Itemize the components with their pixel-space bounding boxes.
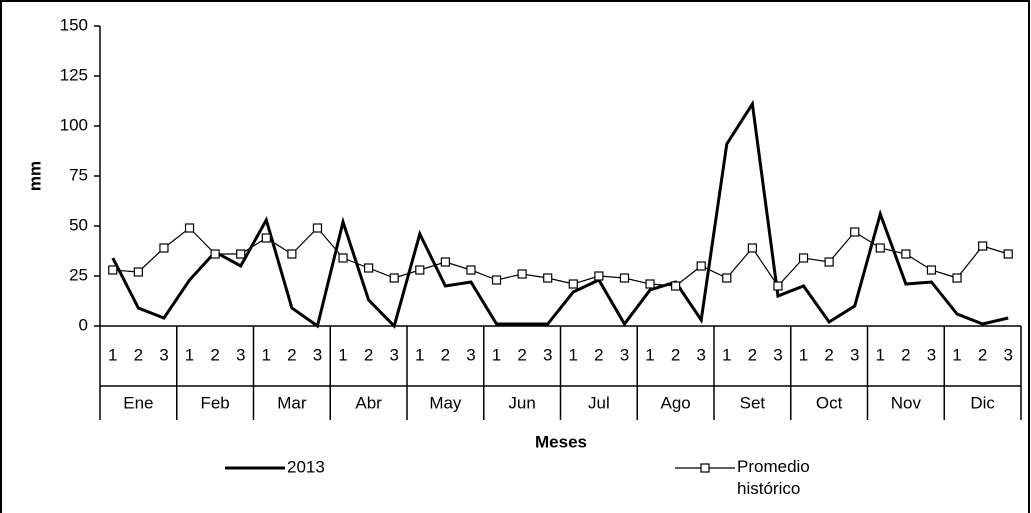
marker xyxy=(236,249,246,259)
x-tick-label: 3 xyxy=(389,345,398,364)
x-tick-label: 1 xyxy=(262,345,271,364)
series-line xyxy=(111,99,1009,329)
x-tick-label: 3 xyxy=(313,345,322,364)
x-tick-label: 1 xyxy=(185,345,194,364)
marker xyxy=(696,261,706,271)
x-tick-label: 3 xyxy=(1003,345,1012,364)
marker xyxy=(338,253,348,263)
marker xyxy=(1003,249,1013,259)
group-label: Abr xyxy=(355,393,382,412)
x-tick-label: 2 xyxy=(748,345,757,364)
x-tick-label: 2 xyxy=(364,345,373,364)
marker xyxy=(261,233,271,243)
marker xyxy=(491,275,502,285)
x-tick-label: 3 xyxy=(773,345,782,364)
group-label: May xyxy=(429,393,462,412)
group-label: Feb xyxy=(200,393,229,412)
x-tick-label: 3 xyxy=(466,345,475,364)
marker xyxy=(952,273,962,283)
x-tick-label: 2 xyxy=(517,345,526,364)
marker xyxy=(926,265,937,275)
marker xyxy=(210,249,220,259)
x-tick-label: 2 xyxy=(824,345,833,364)
marker xyxy=(978,241,988,251)
group-label: Jul xyxy=(588,393,610,412)
marker xyxy=(901,249,911,259)
marker xyxy=(159,243,169,253)
marker xyxy=(287,249,297,259)
x-tick-label: 1 xyxy=(108,345,117,364)
x-tick-label: 2 xyxy=(287,345,296,364)
legend-label: 2013 xyxy=(287,457,325,476)
x-axis-title: Meses xyxy=(535,432,587,451)
x-tick-label: 1 xyxy=(338,345,347,364)
marker xyxy=(517,269,527,279)
y-tick-label: 125 xyxy=(60,65,88,84)
group-label: Dic xyxy=(970,393,995,412)
y-tick-label: 25 xyxy=(69,265,88,284)
marker xyxy=(364,263,374,273)
marker xyxy=(798,253,809,263)
marker xyxy=(568,279,578,289)
x-tick-label: 1 xyxy=(492,345,501,364)
x-tick-label: 1 xyxy=(645,345,654,364)
group-label: Ago xyxy=(661,393,691,412)
marker xyxy=(466,265,476,275)
x-tick-label: 2 xyxy=(594,345,603,364)
marker xyxy=(773,281,783,291)
x-tick-label: 3 xyxy=(159,345,168,364)
x-tick-label: 3 xyxy=(850,345,859,364)
marker xyxy=(594,271,604,281)
y-tick-label: 150 xyxy=(60,15,88,34)
x-tick-label: 3 xyxy=(236,345,245,364)
x-tick-label: 1 xyxy=(799,345,808,364)
marker xyxy=(440,257,450,267)
x-tick-label: 3 xyxy=(620,345,629,364)
x-tick-label: 1 xyxy=(722,345,731,364)
x-tick-label: 3 xyxy=(543,345,552,364)
y-tick-label: 0 xyxy=(79,315,88,334)
group-label: Ene xyxy=(123,393,153,412)
x-tick-label: 2 xyxy=(210,345,219,364)
x-tick-label: 3 xyxy=(927,345,936,364)
y-tick-label: 50 xyxy=(69,215,88,234)
x-tick-label: 2 xyxy=(134,345,143,364)
group-label: Jun xyxy=(508,393,535,412)
marker xyxy=(543,273,553,283)
marker xyxy=(671,281,681,291)
x-tick-label: 2 xyxy=(441,345,450,364)
marker xyxy=(824,257,834,267)
group-label: Oct xyxy=(816,393,843,412)
legend-marker xyxy=(700,463,710,473)
marker xyxy=(389,273,399,283)
marker xyxy=(747,243,757,253)
x-tick-label: 1 xyxy=(876,345,885,364)
x-tick-label: 2 xyxy=(978,345,987,364)
marker xyxy=(312,223,323,233)
x-tick-label: 2 xyxy=(671,345,680,364)
y-axis-title: mm xyxy=(25,161,44,191)
group-label: Nov xyxy=(891,393,922,412)
marker xyxy=(875,243,885,253)
marker xyxy=(722,273,732,283)
legend-label: Promedio histórico xyxy=(737,457,810,498)
marker xyxy=(645,279,655,289)
y-tick-label: 75 xyxy=(69,165,88,184)
group-label: Mar xyxy=(277,393,307,412)
marker xyxy=(850,227,860,237)
x-tick-label: 1 xyxy=(569,345,578,364)
x-tick-label: 2 xyxy=(901,345,910,364)
marker xyxy=(415,265,425,275)
group-label: Set xyxy=(740,393,766,412)
marker xyxy=(184,223,195,233)
x-tick-label: 3 xyxy=(696,345,705,364)
marker xyxy=(133,267,143,277)
x-tick-label: 1 xyxy=(415,345,424,364)
marker xyxy=(108,265,118,275)
x-tick-label: 1 xyxy=(952,345,961,364)
y-tick-label: 100 xyxy=(60,115,88,134)
marker xyxy=(619,273,630,283)
